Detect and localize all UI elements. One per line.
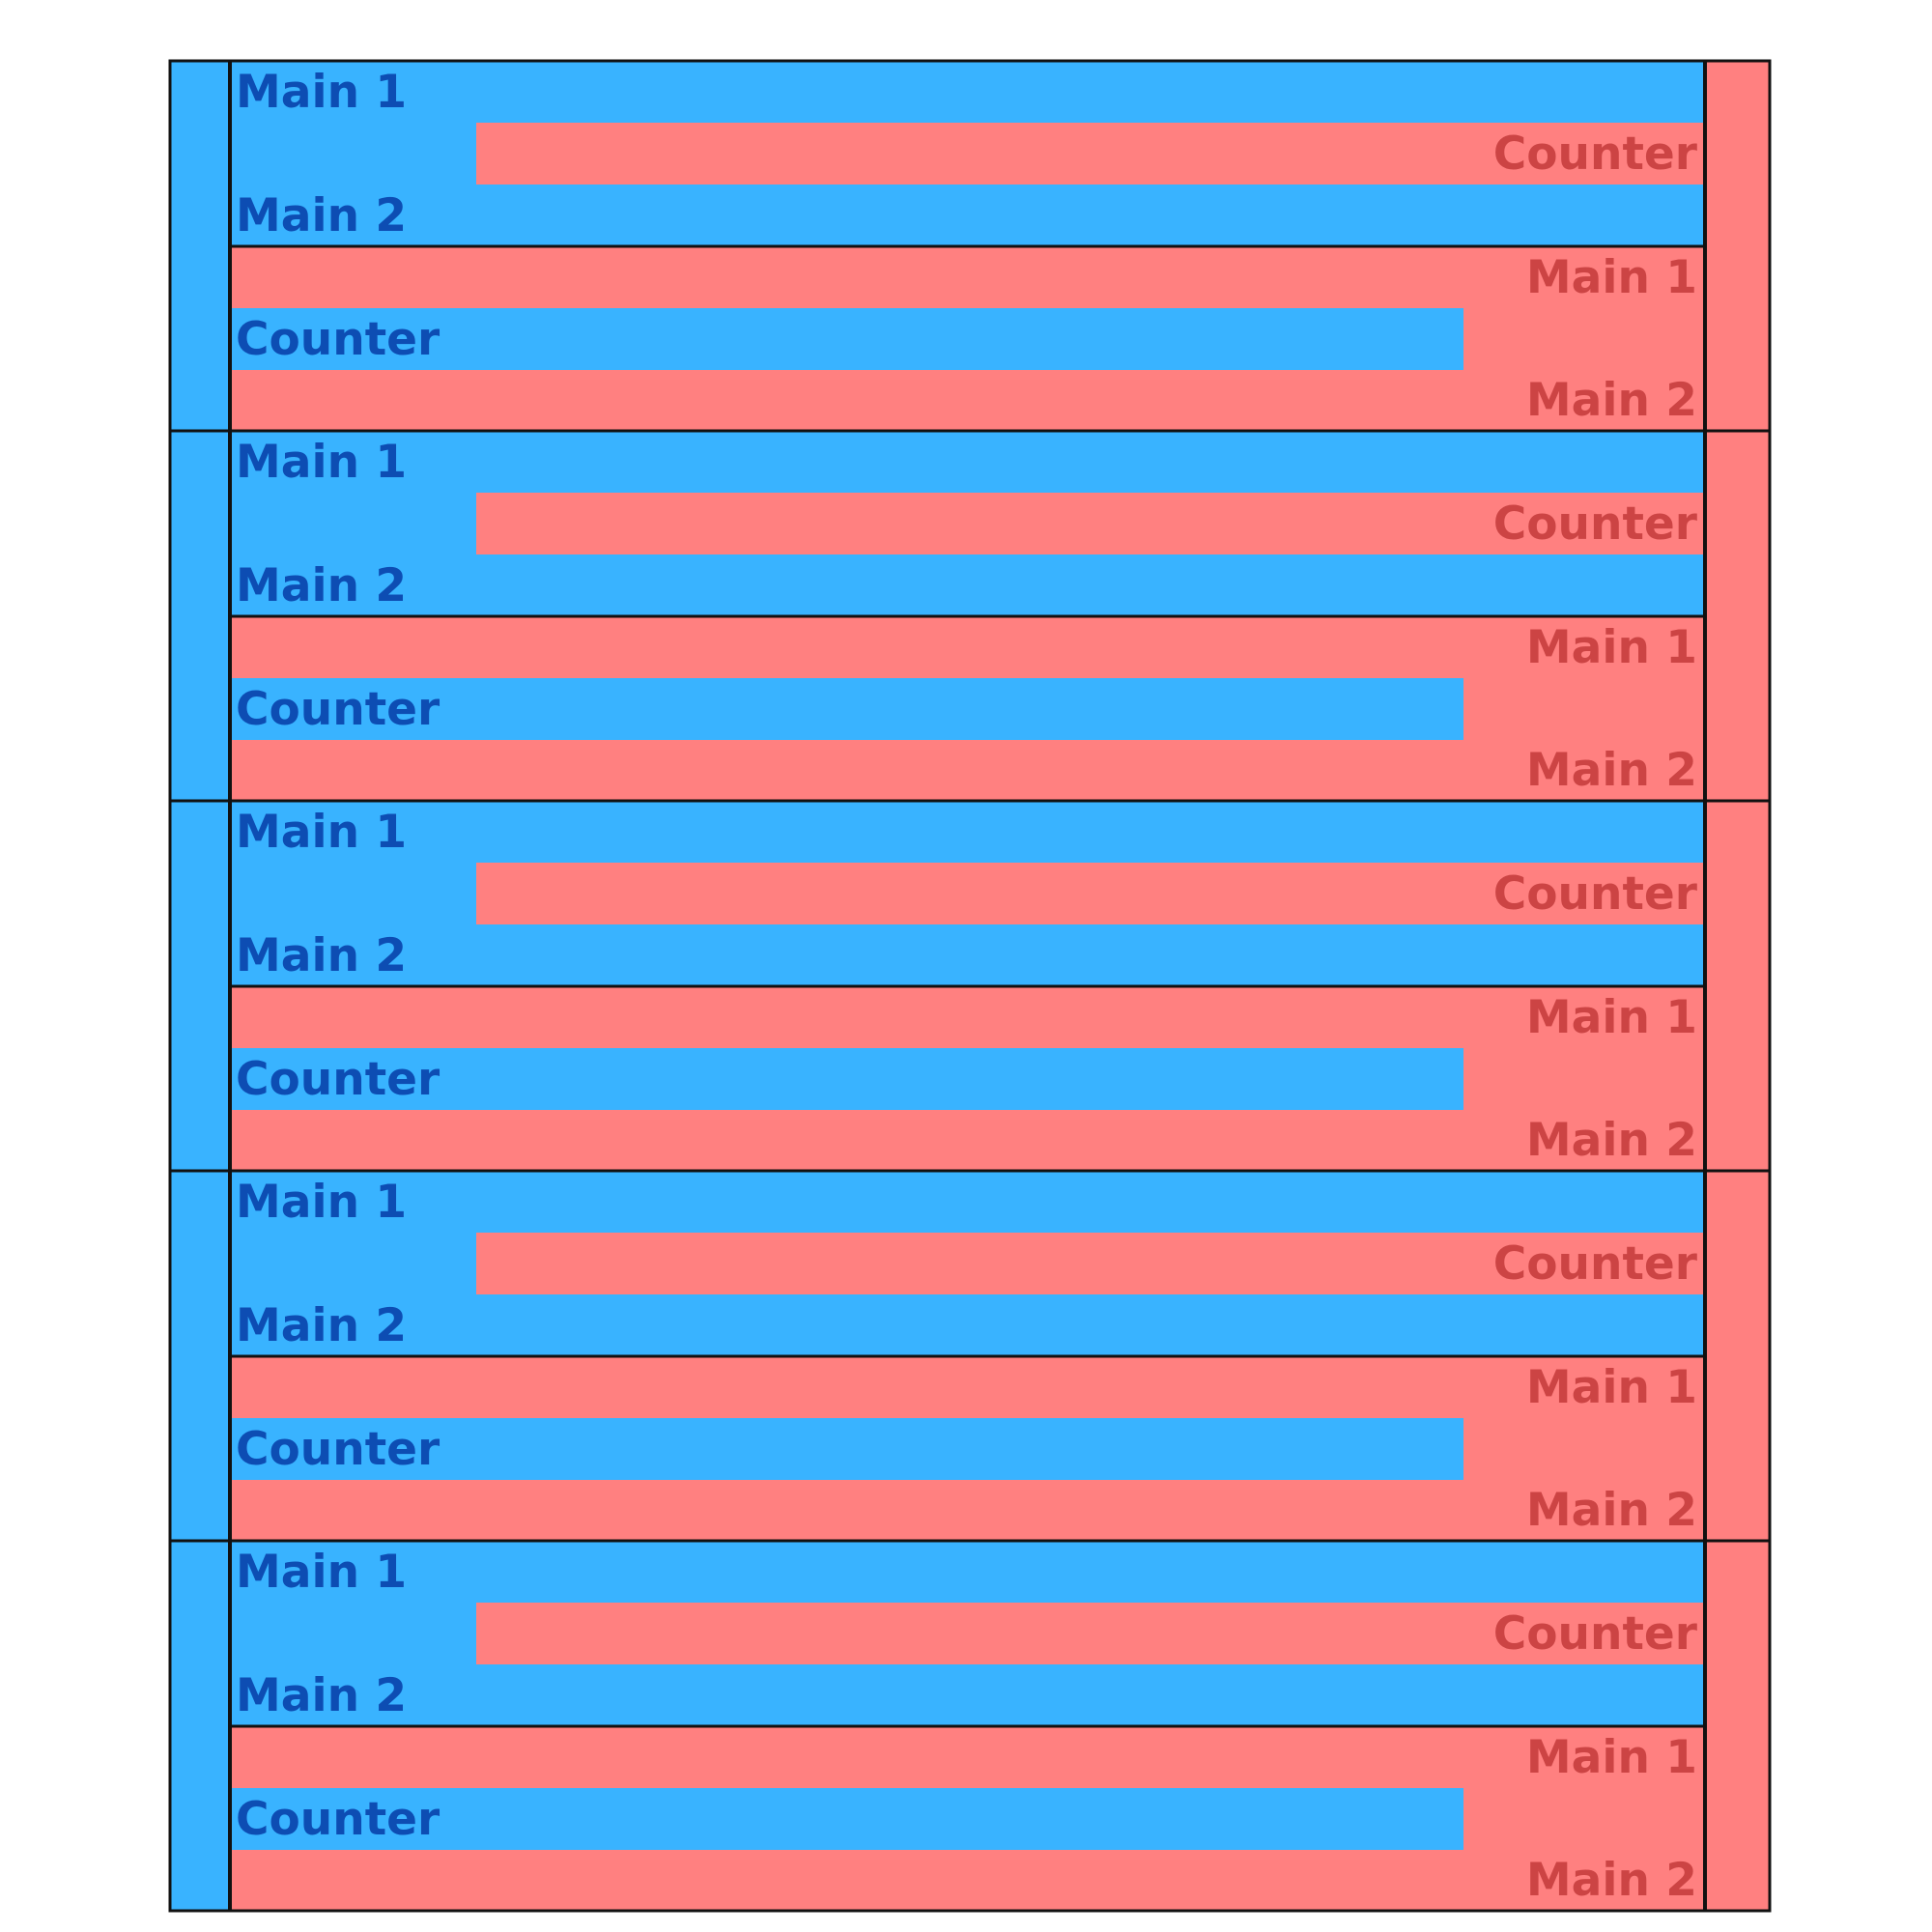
counter-bar-blue — [230, 1418, 1463, 1480]
left-side-strip — [170, 431, 230, 801]
right-side-strip — [1705, 1541, 1770, 1911]
left-side-strip — [170, 1171, 230, 1541]
block-border — [168, 1539, 1772, 1913]
left-side-strip — [170, 1541, 230, 1911]
label-counter-blue: Counter — [236, 1423, 440, 1476]
right-side-strip — [1705, 801, 1770, 1171]
left-side-strip — [170, 801, 230, 1171]
label-main-1-red: Main 1 — [1526, 1731, 1697, 1784]
right-side-strip — [1705, 431, 1770, 801]
left-side-strip — [170, 61, 230, 431]
label-main-2-red: Main 2 — [1526, 744, 1697, 797]
label-main-2-blue: Main 2 — [236, 1669, 407, 1722]
label-main-1-red: Main 1 — [1526, 1361, 1697, 1414]
label-main-1-blue: Main 1 — [236, 1546, 407, 1599]
label-main-2-red: Main 2 — [1526, 1854, 1697, 1907]
counter-bar-blue — [230, 1788, 1463, 1850]
label-main-2-blue: Main 2 — [236, 929, 407, 982]
right-side-strip — [1705, 61, 1770, 431]
label-main-1-blue: Main 1 — [236, 806, 407, 859]
label-counter-blue: Counter — [236, 683, 440, 736]
counter-bar-red — [476, 1233, 1705, 1294]
label-counter-red: Counter — [1493, 1607, 1698, 1661]
label-main-1-blue: Main 1 — [236, 66, 407, 119]
label-main-2-blue: Main 2 — [236, 1299, 407, 1352]
label-main-1-blue: Main 1 — [236, 436, 407, 489]
label-main-2-blue: Main 2 — [236, 189, 407, 242]
label-main-1-red: Main 1 — [1526, 621, 1697, 674]
label-counter-blue: Counter — [236, 1793, 440, 1846]
label-main-1-red: Main 1 — [1526, 251, 1697, 304]
counter-bar-red — [476, 123, 1705, 185]
label-counter-red: Counter — [1493, 1237, 1698, 1291]
right-side-strip — [1705, 1171, 1770, 1541]
counter-bar-red — [476, 1603, 1705, 1664]
label-main-2-red: Main 2 — [1526, 1114, 1697, 1167]
label-counter-blue: Counter — [236, 313, 440, 366]
counter-bar-red — [476, 863, 1705, 924]
label-main-2-red: Main 2 — [1526, 374, 1697, 427]
counter-bar-blue — [230, 1048, 1463, 1110]
counter-bar-red — [476, 493, 1705, 554]
label-counter-blue: Counter — [236, 1053, 440, 1106]
label-counter-red: Counter — [1493, 497, 1698, 551]
label-main-2-blue: Main 2 — [236, 559, 407, 612]
label-main-1-red: Main 1 — [1526, 991, 1697, 1044]
label-main-1-blue: Main 1 — [236, 1176, 407, 1229]
label-counter-red: Counter — [1493, 867, 1698, 921]
counter-bar-blue — [230, 308, 1463, 370]
label-counter-red: Counter — [1493, 128, 1698, 181]
counter-bar-blue — [230, 678, 1463, 740]
label-main-2-red: Main 2 — [1526, 1484, 1697, 1537]
